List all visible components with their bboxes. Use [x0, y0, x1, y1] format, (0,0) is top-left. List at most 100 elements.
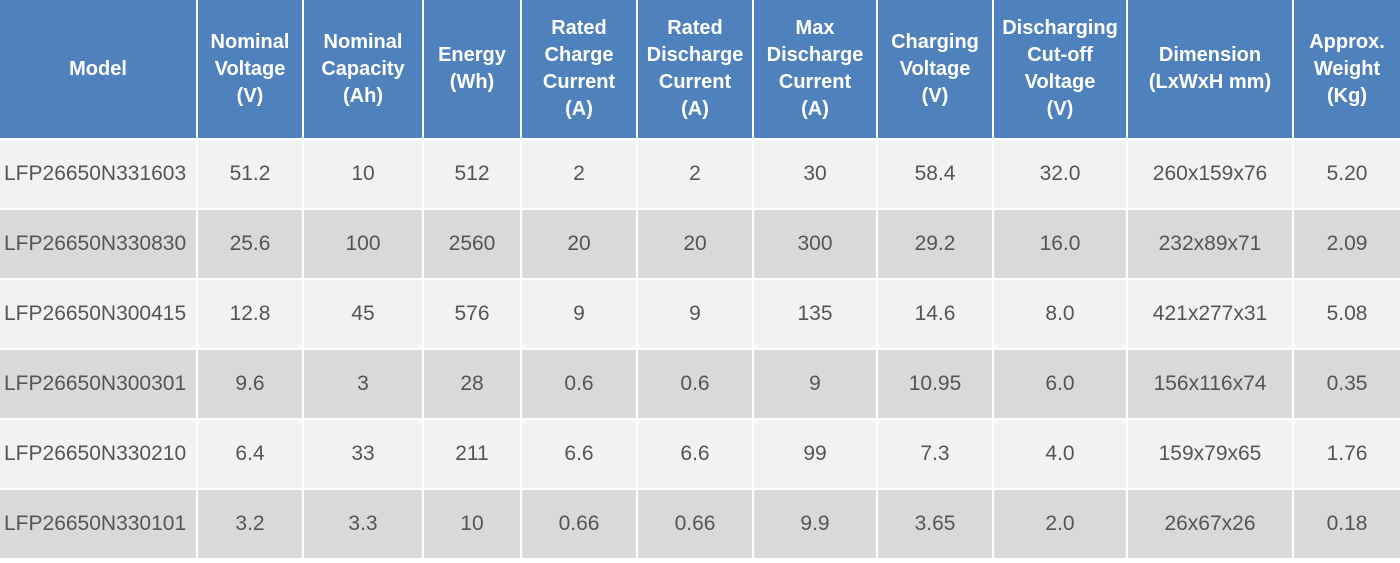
column-header-line: (Kg)	[1327, 84, 1367, 107]
cell-discharging-cutoff-voltage: 8.0	[993, 279, 1128, 350]
column-header-line: Discharge	[766, 44, 864, 66]
cell-max-discharge-current: 99	[753, 419, 878, 490]
cell-model: LFP26650N330101	[0, 489, 198, 560]
cell-nominal-capacity: 45	[303, 279, 424, 350]
column-header-line: Nominal	[323, 30, 403, 53]
column-header-line: Model	[69, 57, 127, 80]
cell-discharging-cutoff-voltage: 2.0	[993, 489, 1128, 560]
column-header-line: Current	[778, 71, 852, 93]
cell-approx-weight: 5.08	[1293, 279, 1400, 350]
column-header-line: Max	[795, 17, 835, 39]
cell-rated-charge-current: 0.6	[521, 349, 638, 420]
table-body: LFP26650N331603 51.2 10 512 2 2 30 58.4 32.0 260x…	[0, 139, 1400, 560]
column-header-line: Capacity	[321, 57, 405, 80]
column-header-rated-charge-current: Rated Charge Current (A)	[521, 0, 638, 140]
column-header-line: Energy	[438, 44, 506, 66]
column-header-line: Charging	[891, 30, 979, 53]
cell-charging-voltage: 29.2	[877, 209, 994, 280]
column-header-line: Voltage	[214, 57, 286, 80]
cell-approx-weight: 0.18	[1293, 489, 1400, 560]
column-header-line: (A)	[681, 98, 709, 120]
column-header-dimension: Dimension (LxWxH mm)	[1127, 0, 1294, 140]
table-row: LFP26650N300301 9.6 3 28 0.6 0.6 9 10.95 6.0 156x…	[0, 349, 1400, 420]
cell-model: LFP26650N330210	[0, 419, 198, 490]
column-header-line: Cut-off	[1027, 44, 1093, 66]
column-header-line: Voltage	[1024, 71, 1096, 93]
column-header-line: (Ah)	[343, 84, 383, 107]
cell-approx-weight: 5.20	[1293, 139, 1400, 210]
cell-rated-charge-current: 9	[521, 279, 638, 350]
cell-nominal-voltage: 51.2	[197, 139, 304, 210]
cell-nominal-capacity: 100	[303, 209, 424, 280]
cell-model: LFP26650N300301	[0, 349, 198, 420]
cell-charging-voltage: 10.95	[877, 349, 994, 420]
column-header-line: (V)	[921, 84, 949, 107]
column-header-line: Nominal	[210, 30, 290, 53]
cell-charging-voltage: 3.65	[877, 489, 994, 560]
cell-approx-weight: 0.35	[1293, 349, 1400, 420]
column-header-nominal-voltage: Nominal Voltage (V)	[197, 0, 304, 140]
column-header-line: (LxWxH mm)	[1148, 71, 1272, 93]
cell-max-discharge-current: 300	[753, 209, 878, 280]
cell-dimension: 159x79x65	[1127, 419, 1294, 490]
table-row: LFP26650N331603 51.2 10 512 2 2 30 58.4 32.0 260x…	[0, 139, 1400, 210]
cell-nominal-voltage: 9.6	[197, 349, 304, 420]
column-header-charging-voltage: Charging Voltage (V)	[877, 0, 994, 140]
cell-charging-voltage: 7.3	[877, 419, 994, 490]
cell-charging-voltage: 14.6	[877, 279, 994, 350]
cell-discharging-cutoff-voltage: 4.0	[993, 419, 1128, 490]
cell-rated-discharge-current: 0.66	[637, 489, 754, 560]
cell-rated-discharge-current: 9	[637, 279, 754, 350]
cell-model: LFP26650N330830	[0, 209, 198, 280]
table-row: LFP26650N330210 6.4 33 211 6.6 6.6 99 7.3 4.0 159…	[0, 419, 1400, 490]
table-row: LFP26650N300415 12.8 45 576 9 9 135 14.6 8.0 421x…	[0, 279, 1400, 350]
cell-discharging-cutoff-voltage: 6.0	[993, 349, 1128, 420]
cell-nominal-capacity: 3	[303, 349, 424, 420]
column-header-line: Current	[542, 71, 616, 93]
column-header-approx-weight: Approx. Weight (Kg)	[1293, 0, 1400, 140]
column-header-line: (A)	[565, 98, 593, 120]
column-header-rated-discharge-current: Rated Discharge Current (A)	[637, 0, 754, 140]
table-row: LFP26650N330101 3.2 3.3 10 0.66 0.66 9.9 3.65 2.…	[0, 489, 1400, 560]
column-header-energy: Energy (Wh)	[423, 0, 522, 140]
column-header-max-discharge-current: Max Discharge Current (A)	[753, 0, 878, 140]
column-header-line: (V)	[1046, 98, 1074, 120]
cell-energy: 512	[423, 139, 522, 210]
cell-rated-charge-current: 20	[521, 209, 638, 280]
cell-dimension: 26x67x26	[1127, 489, 1294, 560]
column-header-line: Weight	[1313, 57, 1381, 80]
cell-rated-discharge-current: 6.6	[637, 419, 754, 490]
column-header-model: Model	[0, 0, 198, 140]
cell-energy: 28	[423, 349, 522, 420]
cell-rated-discharge-current: 2	[637, 139, 754, 210]
column-header-line: (A)	[801, 98, 829, 120]
cell-energy: 10	[423, 489, 522, 560]
cell-charging-voltage: 58.4	[877, 139, 994, 210]
cell-energy: 576	[423, 279, 522, 350]
cell-approx-weight: 1.76	[1293, 419, 1400, 490]
table-header: Model Nominal Voltage (V) Nominal Capacity (Ah…	[0, 0, 1400, 140]
cell-rated-discharge-current: 0.6	[637, 349, 754, 420]
cell-energy: 211	[423, 419, 522, 490]
cell-discharging-cutoff-voltage: 16.0	[993, 209, 1128, 280]
cell-nominal-voltage: 12.8	[197, 279, 304, 350]
column-header-line: Approx.	[1309, 30, 1385, 53]
column-header-line: Current	[658, 71, 732, 93]
cell-rated-discharge-current: 20	[637, 209, 754, 280]
header-row: Model Nominal Voltage (V) Nominal Capacity (Ah…	[0, 0, 1400, 140]
cell-nominal-voltage: 6.4	[197, 419, 304, 490]
column-header-line: Rated	[667, 17, 723, 39]
cell-max-discharge-current: 135	[753, 279, 878, 350]
cell-nominal-capacity: 33	[303, 419, 424, 490]
cell-rated-charge-current: 0.66	[521, 489, 638, 560]
cell-dimension: 421x277x31	[1127, 279, 1294, 350]
cell-discharging-cutoff-voltage: 32.0	[993, 139, 1128, 210]
cell-rated-charge-current: 6.6	[521, 419, 638, 490]
cell-dimension: 156x116x74	[1127, 349, 1294, 420]
cell-model: LFP26650N300415	[0, 279, 198, 350]
cell-rated-charge-current: 2	[521, 139, 638, 210]
column-header-line: Dimension	[1158, 44, 1262, 66]
cell-nominal-capacity: 10	[303, 139, 424, 210]
column-header-line: Discharging	[1002, 17, 1118, 39]
